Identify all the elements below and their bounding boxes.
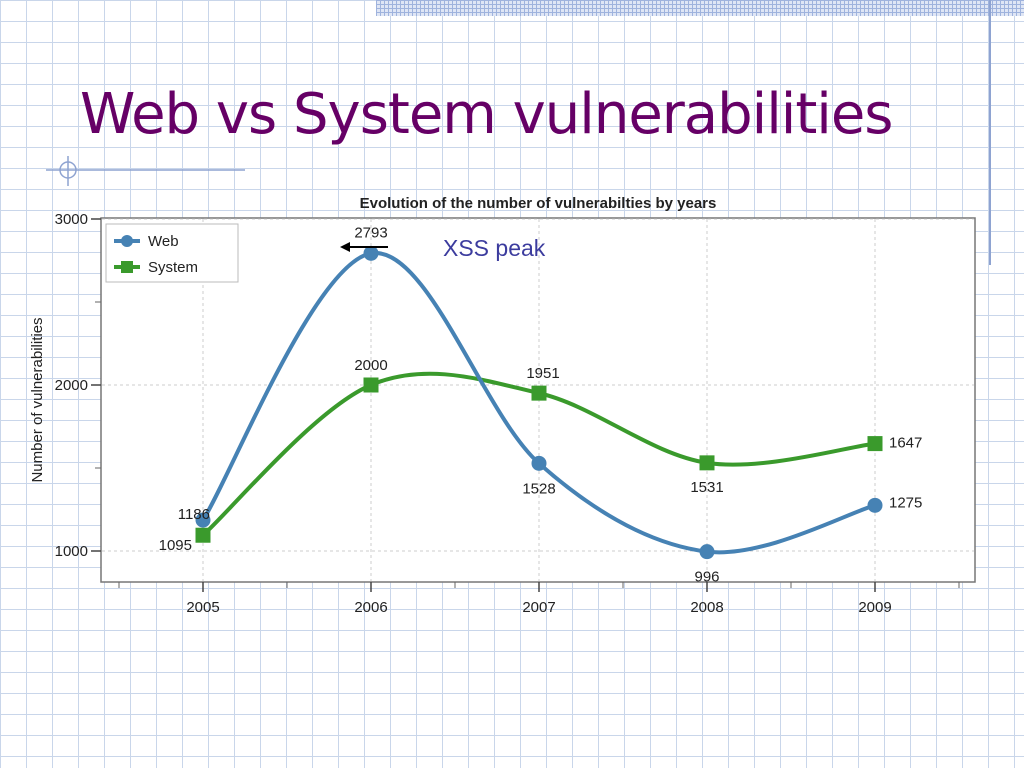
x-tick-label: 2006 <box>354 599 387 616</box>
xss-peak-label: XSS peak <box>443 235 546 261</box>
data-label-layer: 1095 2000 1951 1531 1647 1186 2793 1528 996 1275 <box>159 224 923 585</box>
xss-peak-annotation: XSS peak <box>340 235 546 261</box>
x-tick-label: 2009 <box>858 599 891 616</box>
decorative-top-band <box>376 0 1024 16</box>
web-data-point <box>699 544 715 560</box>
system-data-point <box>531 385 547 401</box>
legend-web-label: Web <box>148 233 179 250</box>
chart-legend: Web System <box>105 223 239 283</box>
web-data-label: 996 <box>694 569 719 586</box>
x-tick-label: 2005 <box>186 599 219 616</box>
web-data-point <box>363 245 379 261</box>
legend-system-marker <box>121 261 133 273</box>
x-tick-label: 2008 <box>690 599 723 616</box>
system-data-point <box>699 455 715 471</box>
legend-system-label: System <box>148 259 198 276</box>
left-arrow-icon <box>340 242 350 252</box>
system-data-point <box>363 377 379 393</box>
system-data-label: 1647 <box>889 435 922 452</box>
decorative-right-rule <box>989 0 991 265</box>
web-data-point <box>195 512 211 528</box>
y-axis-label: Number of vulnerabilities <box>29 317 46 482</box>
grid-layer <box>102 218 974 581</box>
web-data-label: 2793 <box>354 224 387 241</box>
web-data-label: 1528 <box>522 480 555 497</box>
axis-layer: 2005 2006 2007 2008 2009 1000 2000 3000 <box>55 211 960 616</box>
web-data-label: 1186 <box>178 506 210 523</box>
legend-web-marker <box>121 235 133 247</box>
system-data-point <box>195 527 211 543</box>
system-data-label: 2000 <box>354 357 387 374</box>
y-tick-label: 3000 <box>55 211 88 228</box>
slide-title: Web vs System vulnerabilities <box>80 82 893 147</box>
y-tick-label: 1000 <box>55 543 88 560</box>
series-layer <box>195 245 883 560</box>
web-data-point <box>531 455 547 471</box>
y-tick-label: 2000 <box>55 377 88 394</box>
web-series-line <box>201 251 877 555</box>
web-data-point <box>867 497 883 513</box>
title-underline-decoration <box>46 156 245 186</box>
system-data-point <box>867 436 883 452</box>
chart-title: Evolution of the number of vulnerabiltie… <box>360 195 717 212</box>
system-data-label: 1951 <box>526 365 559 382</box>
x-tick-label: 2007 <box>522 599 555 616</box>
system-data-label: 1095 <box>159 537 192 554</box>
system-data-label: 1531 <box>690 479 723 496</box>
web-data-label: 1275 <box>889 494 922 511</box>
